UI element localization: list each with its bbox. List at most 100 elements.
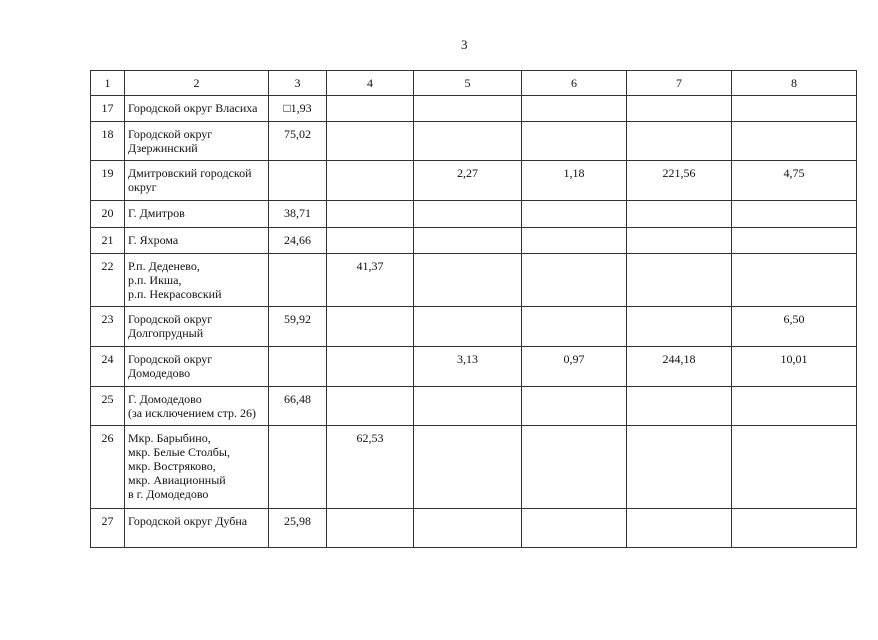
row-number-cell: 19 xyxy=(90,160,125,201)
value-cell-col-8 xyxy=(731,508,857,548)
row-number-cell: 18 xyxy=(90,121,125,161)
column-header-3: 3 xyxy=(268,70,327,96)
value-cell-col-7 xyxy=(626,121,732,161)
value-cell-col-8 xyxy=(731,227,857,254)
column-header-5: 5 xyxy=(413,70,522,96)
row-number-cell: 26 xyxy=(90,425,125,509)
name-cell: Дмитровский городской округ xyxy=(124,160,269,201)
page-number: 3 xyxy=(461,37,468,52)
column-header-4: 4 xyxy=(326,70,414,96)
value-cell-col-5 xyxy=(413,121,522,161)
column-header-2: 2 xyxy=(124,70,269,96)
value-cell-col-8 xyxy=(731,425,857,509)
value-cell-col-3: 25,98 xyxy=(268,508,327,548)
value-cell-col-7 xyxy=(626,95,732,122)
value-cell-col-5 xyxy=(413,95,522,122)
value-cell-col-8 xyxy=(731,253,857,307)
value-cell-col-8: 10,01 xyxy=(731,346,857,387)
table-row: 18 Городской округ Дзержинский 75,02 xyxy=(90,121,857,161)
value-cell-col-3: 66,48 xyxy=(268,386,327,426)
row-number-cell: 21 xyxy=(90,227,125,254)
value-cell-col-3: 24,66 xyxy=(268,227,327,254)
table-row: 27 Городской округ Дубна 25,98 xyxy=(90,508,857,548)
value-cell-col-6 xyxy=(521,200,627,228)
column-header-6: 6 xyxy=(521,70,627,96)
table-row: 24 Городской округ Домодедово 3,13 0,97 244,… xyxy=(90,346,857,387)
value-cell-col-3: □1,93 xyxy=(268,95,327,122)
value-cell-col-5: 3,13 xyxy=(413,346,522,387)
value-cell-col-3: 59,92 xyxy=(268,306,327,347)
value-cell-col-7 xyxy=(626,425,732,509)
value-cell-col-5 xyxy=(413,200,522,228)
value-cell-col-3 xyxy=(268,346,327,387)
column-header-8: 8 xyxy=(731,70,857,96)
value-cell-col-6 xyxy=(521,95,627,122)
value-cell-col-8: 6,50 xyxy=(731,306,857,347)
value-cell-col-4 xyxy=(326,306,414,347)
value-cell-col-3 xyxy=(268,425,327,509)
value-cell-col-8 xyxy=(731,95,857,122)
value-cell-col-6 xyxy=(521,425,627,509)
table-row: 20 Г. Дмитров 38,71 xyxy=(90,200,857,228)
value-cell-col-5 xyxy=(413,306,522,347)
name-cell: Городской округ Домодедово xyxy=(124,346,269,387)
value-cell-col-5 xyxy=(413,253,522,307)
value-cell-col-6 xyxy=(521,508,627,548)
row-number-cell: 27 xyxy=(90,508,125,548)
value-cell-col-4 xyxy=(326,200,414,228)
table-row: 21 Г. Яхрома 24,66 xyxy=(90,227,857,254)
name-cell: Мкр. Барыбино, мкр. Белые Столбы, мкр. В… xyxy=(124,425,269,509)
name-cell: Городской округ Долгопрудный xyxy=(124,306,269,347)
value-cell-col-4 xyxy=(326,160,414,201)
value-cell-col-3: 38,71 xyxy=(268,200,327,228)
value-cell-col-4: 41,37 xyxy=(326,253,414,307)
value-cell-col-3: 75,02 xyxy=(268,121,327,161)
name-cell: Городской округ Дубна xyxy=(124,508,269,548)
table-row: 25 Г. Домодедово (за исключением стр. 26)… xyxy=(90,386,857,426)
name-cell: Г. Дмитров xyxy=(124,200,269,228)
value-cell-col-3 xyxy=(268,160,327,201)
table-row: 26 Мкр. Барыбино, мкр. Белые Столбы, мкр.… xyxy=(90,425,857,509)
row-number-cell: 23 xyxy=(90,306,125,347)
column-header-7: 7 xyxy=(626,70,732,96)
value-cell-col-8 xyxy=(731,200,857,228)
value-cell-col-7 xyxy=(626,386,732,426)
value-cell-col-4 xyxy=(326,386,414,426)
row-number-cell: 24 xyxy=(90,346,125,387)
name-cell: Городской округ Дзержинский xyxy=(124,121,269,161)
value-cell-col-5 xyxy=(413,508,522,548)
value-cell-col-8: 4,75 xyxy=(731,160,857,201)
row-number-cell: 17 xyxy=(90,95,125,122)
value-cell-col-4 xyxy=(326,121,414,161)
value-cell-col-6 xyxy=(521,121,627,161)
value-cell-col-7 xyxy=(626,200,732,228)
table-row: 23 Городской округ Долгопрудный 59,92 6,50 xyxy=(90,306,857,347)
value-cell-col-5 xyxy=(413,227,522,254)
row-number-cell: 22 xyxy=(90,253,125,307)
value-cell-col-6: 0,97 xyxy=(521,346,627,387)
value-cell-col-7: 221,56 xyxy=(626,160,732,201)
value-cell-col-7 xyxy=(626,508,732,548)
table-row: 22 Р.п. Деденево, р.п. Икша, р.п. Некрасо… xyxy=(90,253,857,307)
value-cell-col-4 xyxy=(326,95,414,122)
value-cell-col-6: 1,18 xyxy=(521,160,627,201)
value-cell-col-4 xyxy=(326,508,414,548)
value-cell-col-5 xyxy=(413,425,522,509)
value-cell-col-7: 244,18 xyxy=(626,346,732,387)
value-cell-col-5 xyxy=(413,386,522,426)
value-cell-col-6 xyxy=(521,253,627,307)
value-cell-col-5: 2,27 xyxy=(413,160,522,201)
table-row: 19 Дмитровский городской округ 2,27 1,18 221… xyxy=(90,160,857,201)
value-cell-col-7 xyxy=(626,227,732,254)
value-cell-col-7 xyxy=(626,306,732,347)
name-cell: Р.п. Деденево, р.п. Икша, р.п. Некрасовс… xyxy=(124,253,269,307)
value-cell-col-6 xyxy=(521,227,627,254)
column-header-1: 1 xyxy=(90,70,125,96)
value-cell-col-4: 62,53 xyxy=(326,425,414,509)
name-cell: Г. Домодедово (за исключением стр. 26) xyxy=(124,386,269,426)
value-cell-col-8 xyxy=(731,121,857,161)
name-cell: Г. Яхрома xyxy=(124,227,269,254)
value-cell-col-4 xyxy=(326,227,414,254)
value-cell-col-8 xyxy=(731,386,857,426)
